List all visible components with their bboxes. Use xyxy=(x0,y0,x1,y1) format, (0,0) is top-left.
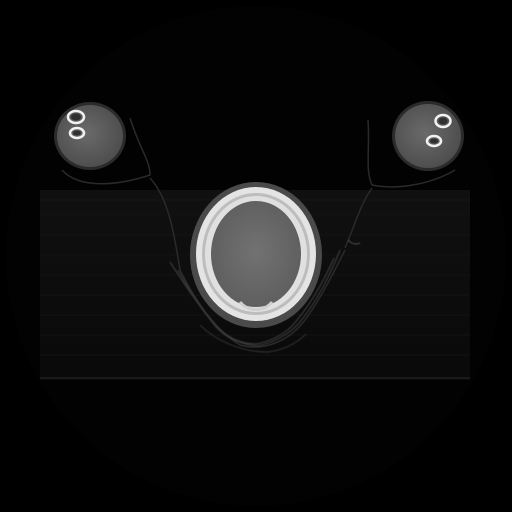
left-arm-cross-section xyxy=(54,102,126,170)
left-humerus-cortex xyxy=(66,109,86,125)
left-humerus-medulla xyxy=(71,113,81,121)
right-humerus-cortex xyxy=(434,113,452,129)
occipital-region xyxy=(238,300,274,311)
left-bone-2-cortex xyxy=(68,126,86,140)
soft-tissue-outline xyxy=(61,117,456,348)
right-humerus-medulla xyxy=(438,117,448,125)
brain xyxy=(211,201,301,307)
right-arm-cross-section xyxy=(392,101,464,171)
right-bone-2-cortex xyxy=(425,134,443,148)
neck-soft-tissue xyxy=(169,239,361,353)
